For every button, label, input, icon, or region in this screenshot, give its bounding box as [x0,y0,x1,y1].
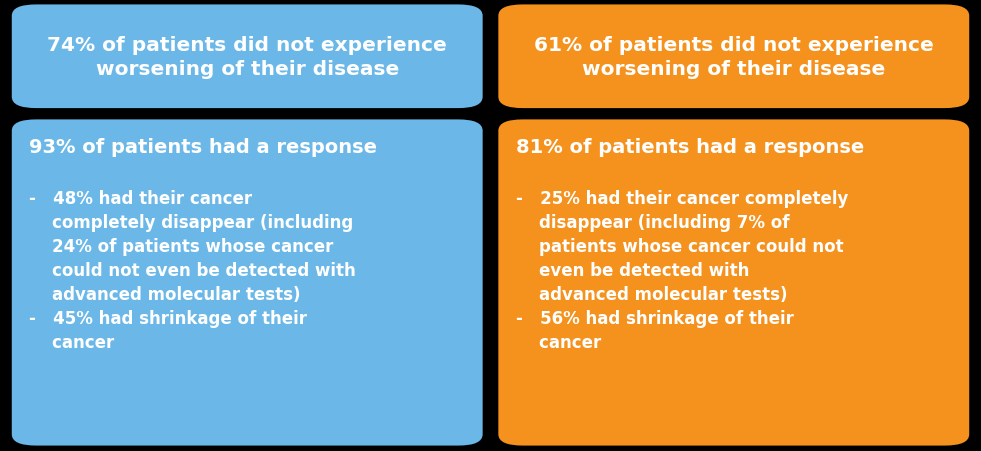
FancyBboxPatch shape [498,120,969,446]
FancyBboxPatch shape [12,5,483,109]
Text: 74% of patients did not experience
worsening of their disease: 74% of patients did not experience worse… [47,36,447,79]
Text: 81% of patients had a response: 81% of patients had a response [516,138,864,157]
Text: -   48% had their cancer
    completely disappear (including
    24% of patients: - 48% had their cancer completely disapp… [29,190,356,351]
Text: 61% of patients did not experience
worsening of their disease: 61% of patients did not experience worse… [534,36,934,79]
FancyBboxPatch shape [498,5,969,109]
Text: -   25% had their cancer completely
    disappear (including 7% of
    patients : - 25% had their cancer completely disapp… [516,190,849,351]
Text: 93% of patients had a response: 93% of patients had a response [29,138,378,157]
FancyBboxPatch shape [12,120,483,446]
